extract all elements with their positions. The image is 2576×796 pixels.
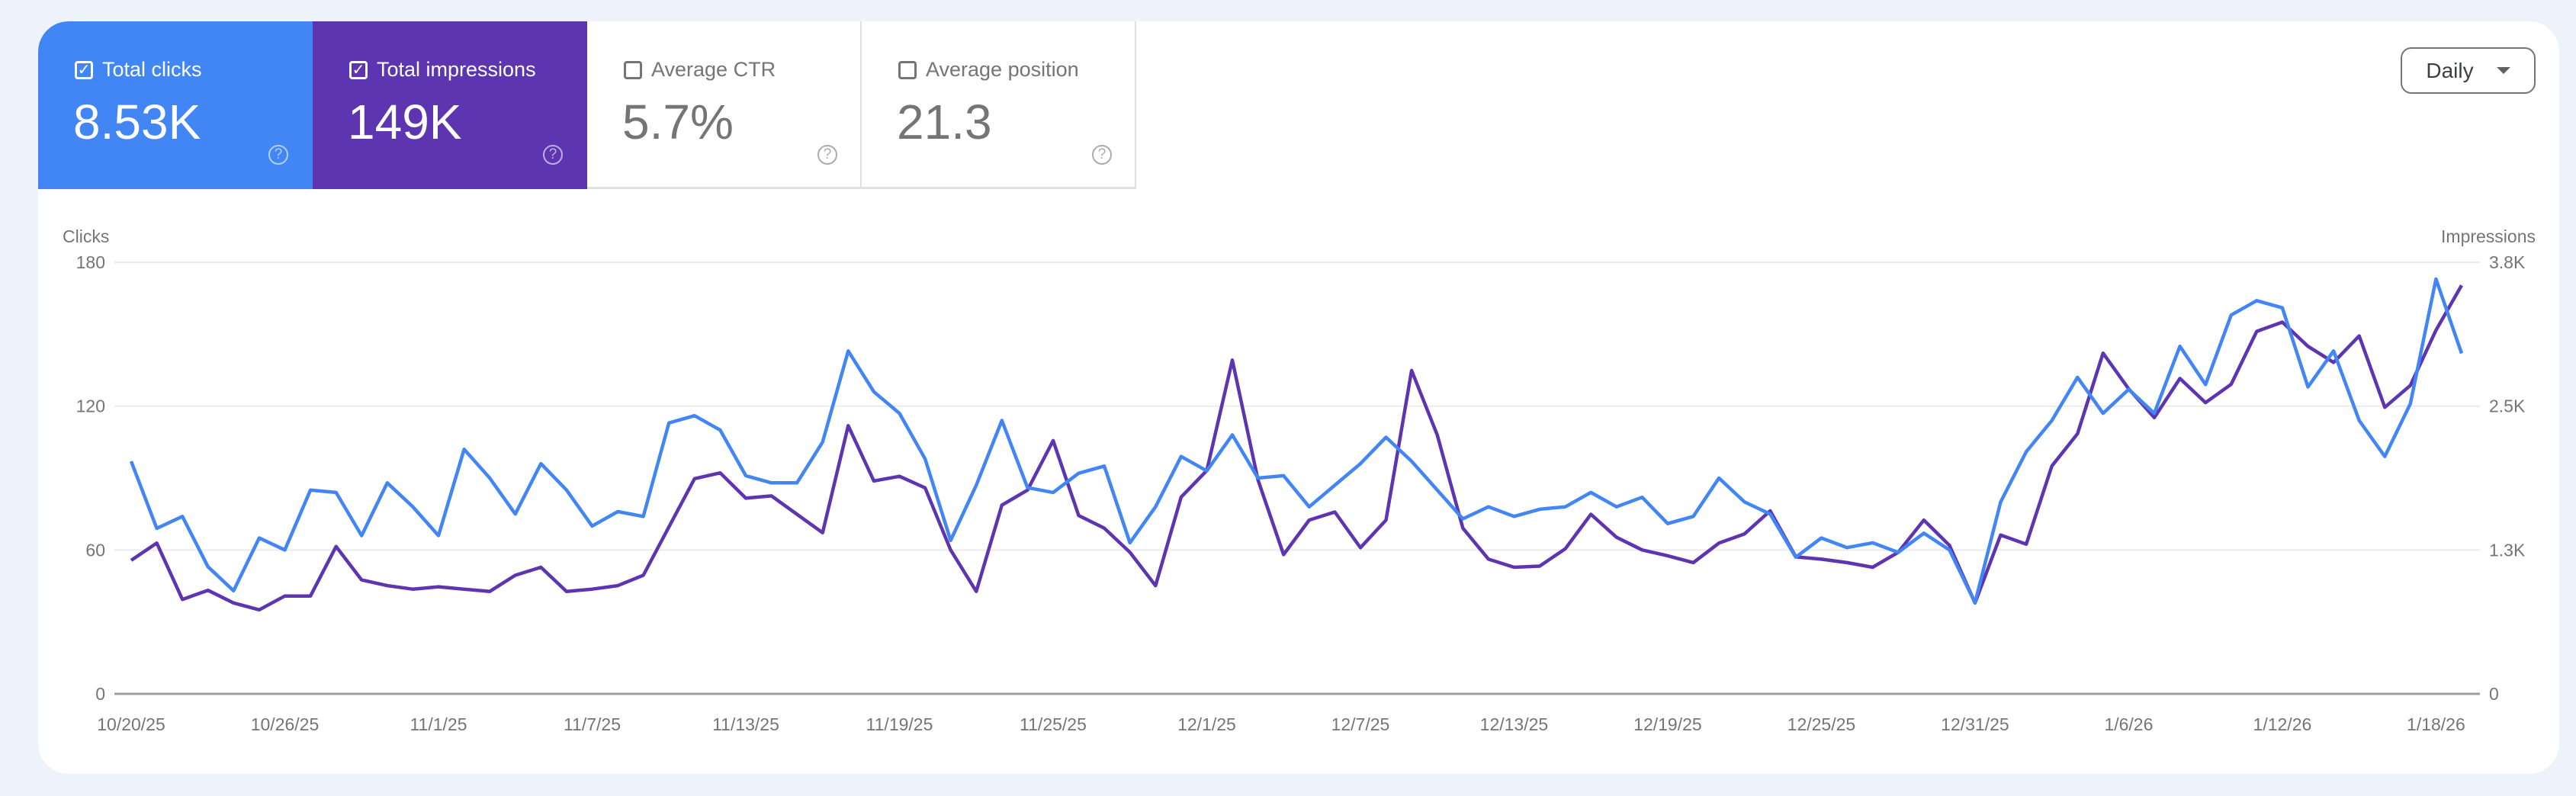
- granularity-selected: Daily: [2426, 58, 2474, 82]
- performance-chart: 0 0 60 1.3K 120 2.5K 180 3.8K Clicks Impressions 1…: [63, 226, 2536, 734]
- right-axis-label: Impressions: [2441, 226, 2536, 246]
- caret-down-icon: [2496, 67, 2510, 74]
- x-axis-tick-label: 1/6/26: [2104, 714, 2153, 734]
- checkbox-checked-icon[interactable]: ✓: [349, 60, 368, 79]
- right-axis-tick-label: 3.8K: [2489, 252, 2526, 272]
- help-circle-icon[interactable]: ?: [268, 145, 288, 165]
- metric-label: Average position: [926, 58, 1079, 81]
- metric-average-position[interactable]: Average position 21.3 ?: [862, 21, 1136, 189]
- metric-label: Average CTR: [651, 58, 776, 81]
- granularity-dropdown[interactable]: Daily: [2401, 47, 2536, 94]
- x-axis-tick-label: 11/7/25: [564, 714, 621, 734]
- left-axis-tick-label: 0: [95, 684, 105, 704]
- x-axis-tick-label: 12/13/25: [1480, 714, 1549, 734]
- metric-total-clicks[interactable]: ✓ Total clicks 8.53K ?: [38, 21, 313, 189]
- metric-value: 5.7%: [622, 95, 734, 149]
- x-axis-tick-label: 1/12/26: [2253, 714, 2312, 734]
- left-axis-tick-label: 120: [76, 396, 105, 416]
- metric-value: 8.53K: [73, 95, 201, 149]
- metric-label: Total clicks: [102, 58, 202, 81]
- metric-total-impressions[interactable]: ✓ Total impressions 149K ?: [313, 21, 587, 189]
- x-axis-tick-label: 11/1/25: [410, 714, 467, 734]
- x-axis-tick-label: 10/26/25: [251, 714, 320, 734]
- series-line-impressions: [130, 284, 2463, 612]
- metric-average-ctr[interactable]: Average CTR 5.7% ?: [587, 21, 862, 189]
- checkbox-unchecked-icon[interactable]: [624, 60, 642, 79]
- right-axis-tick-label: 1.3K: [2489, 540, 2526, 560]
- x-axis-tick-label: 11/13/25: [712, 714, 779, 734]
- checkbox-checked-icon[interactable]: ✓: [75, 60, 93, 79]
- checkbox-unchecked-icon[interactable]: [898, 60, 917, 79]
- x-axis-tick-label: 11/25/25: [1020, 714, 1087, 734]
- performance-card: ✓ Total clicks 8.53K ? ✓ Total impressions…: [38, 21, 2559, 774]
- left-axis-tick-label: 60: [85, 540, 105, 560]
- x-axis-tick-label: 12/19/25: [1633, 714, 1702, 734]
- right-axis-tick-label: 0: [2489, 684, 2499, 704]
- x-axis-tick-label: 12/31/25: [1941, 714, 2009, 734]
- x-axis-tick-label: 12/1/25: [1177, 714, 1236, 734]
- x-axis-tick-label: 12/25/25: [1787, 714, 1856, 734]
- x-axis-tick-label: 1/18/26: [2407, 714, 2465, 734]
- help-circle-icon[interactable]: ?: [1092, 145, 1112, 165]
- metric-value: 21.3: [897, 95, 992, 149]
- metric-value: 149K: [348, 95, 462, 149]
- left-axis-label: Clicks: [63, 226, 109, 246]
- metric-label: Total impressions: [377, 58, 536, 81]
- right-axis-tick-label: 2.5K: [2489, 396, 2526, 416]
- x-axis-tick-label: 10/20/25: [97, 714, 165, 734]
- x-axis-tick-label: 12/7/25: [1331, 714, 1390, 734]
- left-axis-tick-label: 180: [76, 252, 105, 272]
- help-circle-icon[interactable]: ?: [817, 145, 837, 165]
- series-line-clicks: [129, 277, 2464, 605]
- x-axis-tick-label: 11/19/25: [866, 714, 933, 734]
- help-circle-icon[interactable]: ?: [543, 145, 563, 165]
